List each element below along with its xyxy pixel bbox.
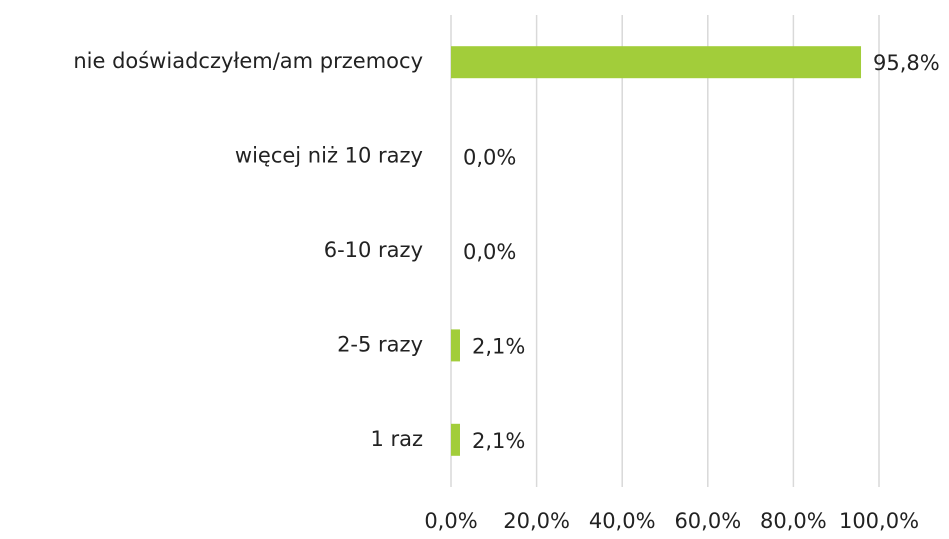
value-label: 2,1% <box>472 429 525 453</box>
bar <box>451 46 862 79</box>
bar <box>451 423 460 456</box>
y-tick-label: 2-5 razy <box>337 332 423 356</box>
value-label: 2,1% <box>472 334 525 358</box>
x-tick-label: 0,0% <box>424 509 477 533</box>
value-label: 0,0% <box>463 146 516 170</box>
y-tick-label: 1 raz <box>370 427 423 451</box>
value-label: 95,8% <box>873 51 940 75</box>
value-label: 0,0% <box>463 240 516 264</box>
x-tick-label: 20,0% <box>503 509 570 533</box>
y-tick-label: więcej niż 10 razy <box>235 144 423 168</box>
x-tick-label: 40,0% <box>589 509 656 533</box>
x-tick-label: 100,0% <box>839 509 919 533</box>
y-tick-label: nie doświadczyłem/am przemocy <box>73 49 423 73</box>
bar <box>451 329 460 362</box>
y-tick-label: 6-10 razy <box>324 238 423 262</box>
x-tick-label: 60,0% <box>674 509 741 533</box>
x-tick-label: 80,0% <box>760 509 827 533</box>
